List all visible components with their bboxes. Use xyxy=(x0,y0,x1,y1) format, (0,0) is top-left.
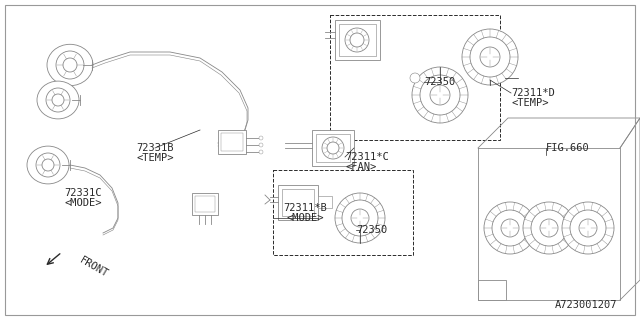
Circle shape xyxy=(350,33,364,47)
Text: 72350: 72350 xyxy=(424,77,455,87)
Circle shape xyxy=(570,210,606,246)
Text: <TEMP>: <TEMP> xyxy=(136,153,173,163)
Bar xyxy=(273,170,413,255)
Bar xyxy=(335,20,380,60)
Text: 72350: 72350 xyxy=(356,225,387,235)
Circle shape xyxy=(492,210,528,246)
Circle shape xyxy=(410,73,420,83)
Circle shape xyxy=(259,143,263,147)
Circle shape xyxy=(52,94,64,106)
Bar xyxy=(318,196,332,208)
Circle shape xyxy=(420,75,460,115)
Circle shape xyxy=(259,136,263,140)
Circle shape xyxy=(470,37,510,77)
Circle shape xyxy=(63,58,77,72)
Circle shape xyxy=(56,51,84,79)
Bar xyxy=(282,189,314,216)
Circle shape xyxy=(36,153,60,177)
Circle shape xyxy=(579,219,597,237)
Text: <TEMP>: <TEMP> xyxy=(511,98,548,108)
Ellipse shape xyxy=(47,44,93,86)
Circle shape xyxy=(342,200,378,236)
Circle shape xyxy=(540,219,558,237)
Ellipse shape xyxy=(37,81,79,119)
Circle shape xyxy=(259,150,263,154)
Circle shape xyxy=(345,28,369,52)
Circle shape xyxy=(562,202,614,254)
Circle shape xyxy=(327,142,339,154)
Circle shape xyxy=(430,85,450,105)
Text: 72311*B: 72311*B xyxy=(283,203,327,213)
Bar xyxy=(312,130,354,166)
Bar xyxy=(316,134,350,162)
Text: 72331C: 72331C xyxy=(64,188,102,198)
Text: 72311*C: 72311*C xyxy=(345,152,388,162)
Bar xyxy=(278,185,318,220)
Circle shape xyxy=(335,193,385,243)
Circle shape xyxy=(412,67,468,123)
Text: <FAN>: <FAN> xyxy=(345,162,376,172)
Circle shape xyxy=(46,88,70,112)
Circle shape xyxy=(480,47,500,67)
Circle shape xyxy=(462,29,518,85)
Bar xyxy=(221,133,243,151)
Circle shape xyxy=(322,137,344,159)
Circle shape xyxy=(42,159,54,171)
Text: <MODE>: <MODE> xyxy=(64,198,102,208)
Ellipse shape xyxy=(27,146,69,184)
Bar xyxy=(195,196,215,212)
Circle shape xyxy=(501,219,519,237)
Bar xyxy=(478,280,506,300)
Bar xyxy=(218,130,246,154)
Circle shape xyxy=(523,202,575,254)
Text: 72331B: 72331B xyxy=(136,143,173,153)
Text: <MODE>: <MODE> xyxy=(286,213,324,223)
Circle shape xyxy=(351,209,369,227)
Bar xyxy=(330,15,500,140)
Bar xyxy=(192,193,218,215)
Text: 72311*D: 72311*D xyxy=(511,88,555,98)
Bar xyxy=(339,24,376,56)
Circle shape xyxy=(484,202,536,254)
Circle shape xyxy=(531,210,567,246)
Text: FIG.660: FIG.660 xyxy=(546,143,589,153)
Text: FRONT: FRONT xyxy=(78,255,110,279)
Text: A723001207: A723001207 xyxy=(555,300,618,310)
